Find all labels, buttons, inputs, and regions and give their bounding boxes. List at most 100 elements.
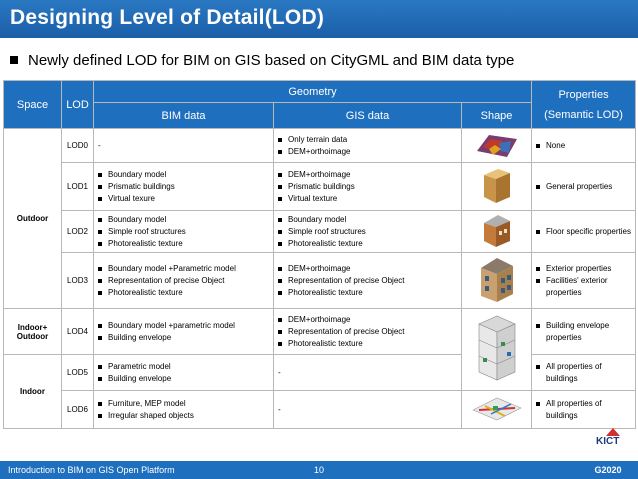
list-item: Photorealistic texture [278, 238, 457, 250]
gis-cell: DEM+orthoimage Representation of precise… [273, 308, 462, 355]
list-item: DEM+orthoimage [278, 146, 457, 158]
shape-cell [460, 252, 533, 309]
properties-cell: General properties [531, 162, 637, 211]
lod-label: LOD5 [61, 354, 94, 391]
space-indoor-outdoor-line2: Outdoor [16, 331, 49, 341]
list-item: Boundary model [98, 214, 269, 226]
table-row: LOD1 Boundary model Prismatic buildings … [4, 162, 637, 211]
list-item: Representation of precise Object [278, 326, 457, 338]
table-row: Indoor+ Outdoor LOD4 Boundary model +par… [3, 308, 637, 391]
list-item: Boundary model [98, 169, 269, 181]
list-item: Boundary model +parametric model [98, 320, 269, 332]
shape-cell [460, 390, 533, 429]
table-row: Outdoor LOD0 - Only terrain data DEM+ort… [3, 128, 637, 309]
list-item: Representation of precise Object [98, 275, 269, 287]
lod-label: LOD0 [61, 128, 94, 163]
list-item: General properties [536, 181, 631, 193]
shape-cell [460, 308, 533, 391]
bim-cell: Boundary model Simple roof structures Ph… [93, 210, 274, 253]
header-lod: LOD [61, 80, 94, 129]
properties-cell: Floor specific properties [531, 210, 637, 253]
properties-cell: Exterior properties Facilities' exterior… [531, 252, 637, 309]
space-outdoor: Outdoor [3, 128, 62, 309]
prism-building-icon [483, 168, 510, 203]
bim-cell: - [93, 128, 274, 163]
gis-cell: Boundary model Simple roof structures Ph… [273, 210, 462, 253]
slide-title: Designing Level of Detail(LOD) [0, 0, 638, 38]
detailed-building-icon [480, 257, 513, 302]
table-row: Indoor LOD5 Parametric model Building en… [3, 354, 637, 429]
list-item: None [536, 140, 631, 152]
slide-subtitle-bullet: Newly defined LOD for BIM on GIS based o… [10, 52, 514, 69]
list-item: Boundary model [278, 214, 457, 226]
bim-cell: Boundary model Prismatic buildings Virtu… [93, 162, 274, 211]
header-properties-line1: Properties [558, 88, 609, 101]
list-item: Virtual texture [278, 193, 457, 205]
space-indoor-outdoor-line1: Indoor+ [17, 322, 48, 332]
gis-cell: DEM+orthoimage Representation of precise… [273, 252, 462, 309]
lod-label: LOD2 [61, 210, 94, 253]
list-item: Building envelope [98, 332, 269, 344]
header-properties: Properties (Semantic LOD) [531, 80, 637, 129]
list-item: Parametric model [98, 361, 269, 373]
list-item: Photorealistic texture [98, 238, 269, 250]
shape-cell [460, 128, 533, 163]
list-item: Building envelope [98, 373, 269, 385]
slide-footer: Introduction to BIM on GIS Open Platform… [0, 461, 638, 479]
list-item: Simple roof structures [278, 226, 457, 238]
list-item: Representation of precise Object [278, 275, 457, 287]
list-item: Prismatic buildings [98, 181, 269, 193]
lod-label: LOD1 [61, 162, 94, 211]
shape-cell [460, 210, 533, 253]
properties-cell: Building envelope properties [531, 308, 637, 355]
header-geometry: Geometry [92, 80, 533, 103]
list-item: Irregular shaped objects [98, 410, 269, 422]
list-item: Virtual texure [98, 193, 269, 205]
gis-cell: - [273, 354, 462, 391]
kict-logo-icon [606, 428, 620, 436]
lod-label: LOD6 [61, 390, 94, 429]
page-number: 10 [314, 465, 325, 475]
lod-table: Space LOD Geometry Properties (Semantic … [3, 80, 637, 429]
shape-cell [460, 162, 533, 211]
table-row: LOD6 Furniture, MEP model Irregular shap… [4, 390, 637, 429]
gis-cell: - [273, 390, 462, 429]
list-item: DEM+orthoimage [278, 169, 457, 181]
bim-cell: Parametric model Building envelope [93, 354, 274, 391]
bim-cell: Boundary model +parametric model Buildin… [93, 308, 274, 355]
list-item: Building envelope properties [536, 320, 631, 344]
slide-subtitle: Newly defined LOD for BIM on GIS based o… [28, 52, 515, 69]
square-bullet-icon [10, 56, 18, 65]
header-space: Space [3, 80, 62, 129]
list-item: All properties of buildings [536, 398, 631, 422]
lod-label: LOD3 [61, 252, 94, 309]
header-bim-data: BIM data [93, 102, 274, 129]
list-item: DEM+orthoimage [278, 314, 457, 326]
table-row: LOD3 Boundary model +Parametric model Re… [4, 252, 637, 309]
list-item: Simple roof structures [98, 226, 269, 238]
list-item: Only terrain data [278, 134, 457, 146]
list-item: Facilities' exterior properties [536, 275, 631, 299]
mep-model-icon [471, 397, 522, 420]
list-item: DEM+orthoimage [278, 263, 457, 275]
gis-cell: DEM+orthoimage Prismatic buildings Virtu… [273, 162, 462, 211]
gis-cell: Only terrain data DEM+orthoimage [273, 128, 462, 163]
header-shape: Shape [460, 102, 533, 129]
table-row: LOD2 Boundary model Simple roof structur… [4, 210, 637, 253]
lod-label: LOD4 [61, 308, 94, 355]
properties-cell: All properties of buildings [531, 390, 637, 429]
list-item: Floor specific properties [536, 226, 631, 238]
footer-title: Introduction to BIM on GIS Open Platform [8, 465, 175, 475]
interior-model-icon [477, 315, 516, 380]
bim-cell: Boundary model +Parametric model Represe… [93, 252, 274, 309]
bim-cell: Furniture, MEP model Irregular shaped ob… [93, 390, 274, 429]
list-item: Photorealistic texture [98, 287, 269, 299]
space-indoor: Indoor [3, 354, 62, 429]
space-indoor-outdoor: Indoor+ Outdoor [3, 308, 62, 355]
header-properties-line2: (Semantic LOD) [544, 108, 623, 121]
list-item: Furniture, MEP model [98, 398, 269, 410]
terrain-icon [476, 134, 517, 157]
list-item: Photorealistic texture [278, 338, 457, 350]
properties-cell: All properties of buildings [531, 354, 637, 391]
properties-cell: None [531, 128, 637, 163]
